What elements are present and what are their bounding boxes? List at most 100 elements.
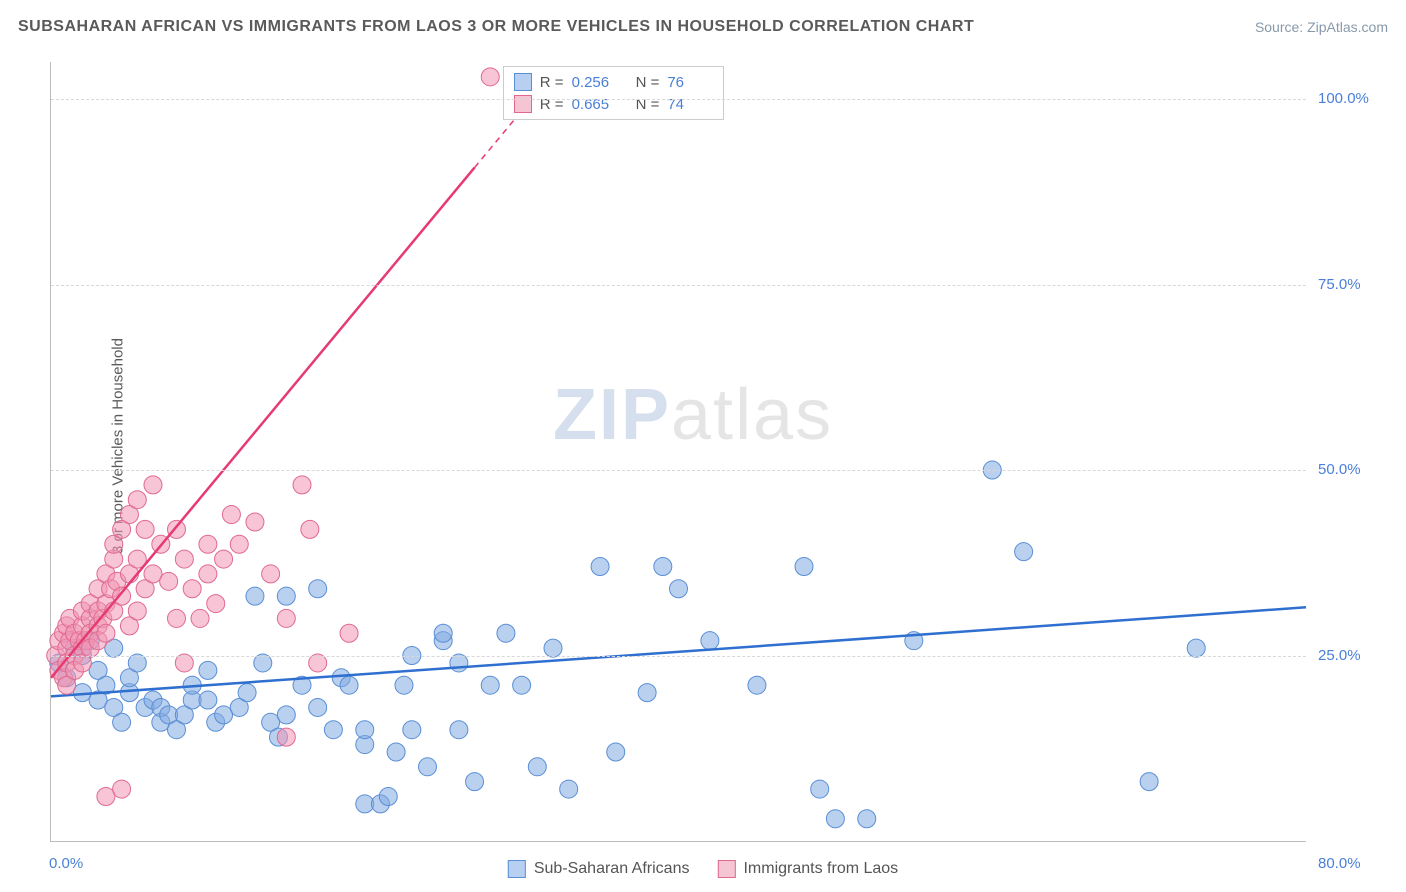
scatter-point xyxy=(481,676,499,694)
y-tick-label: 50.0% xyxy=(1318,461,1361,478)
scatter-point xyxy=(309,654,327,672)
scatter-point xyxy=(1187,639,1205,657)
scatter-point xyxy=(144,476,162,494)
scatter-point xyxy=(277,728,295,746)
scatter-point xyxy=(175,550,193,568)
scatter-point xyxy=(701,632,719,650)
chart-source: Source: ZipAtlas.com xyxy=(1255,19,1388,35)
scatter-point xyxy=(670,580,688,598)
legend-swatch xyxy=(717,860,735,878)
scatter-point xyxy=(199,661,217,679)
scatter-point xyxy=(544,639,562,657)
legend-swatch xyxy=(514,95,532,113)
plot-area: ZIPatlas R =0.256N =76R =0.665N =74 25.0… xyxy=(50,62,1306,842)
scatter-point xyxy=(811,780,829,798)
scatter-point xyxy=(97,787,115,805)
scatter-point xyxy=(638,684,656,702)
scatter-point xyxy=(199,565,217,583)
scatter-point xyxy=(340,624,358,642)
scatter-point xyxy=(497,624,515,642)
scatter-point xyxy=(309,698,327,716)
scatter-point xyxy=(246,587,264,605)
stats-legend-row: R = 0.256 N = 76 xyxy=(514,71,714,93)
stats-legend: R = 0.256 N = 76 R = 0.665 N = 74 xyxy=(503,66,725,120)
scatter-point xyxy=(207,595,225,613)
scatter-point xyxy=(450,654,468,672)
gridline xyxy=(51,656,1306,657)
scatter-point xyxy=(1015,543,1033,561)
legend-item: Sub-Saharan Africans xyxy=(508,860,690,878)
r-value: 0.665 xyxy=(572,96,618,113)
scatter-point xyxy=(591,557,609,575)
r-label: R = xyxy=(540,74,564,91)
n-value: 76 xyxy=(667,74,713,91)
legend-label: Sub-Saharan Africans xyxy=(534,860,690,878)
y-tick-label: 25.0% xyxy=(1318,647,1361,664)
scatter-point xyxy=(309,580,327,598)
chart-title: SUBSAHARAN AFRICAN VS IMMIGRANTS FROM LA… xyxy=(18,18,974,36)
scatter-point xyxy=(528,758,546,776)
scatter-point xyxy=(175,654,193,672)
legend-label: Immigrants from Laos xyxy=(743,860,898,878)
scatter-point xyxy=(301,520,319,538)
scatter-point xyxy=(607,743,625,761)
scatter-point xyxy=(199,535,217,553)
scatter-point xyxy=(128,602,146,620)
legend-swatch xyxy=(514,73,532,91)
scatter-point xyxy=(254,654,272,672)
scatter-point xyxy=(199,691,217,709)
scatter-point xyxy=(450,721,468,739)
fit-line xyxy=(51,607,1306,696)
r-value: 0.256 xyxy=(572,74,618,91)
scatter-point xyxy=(277,609,295,627)
scatter-point xyxy=(560,780,578,798)
scatter-point xyxy=(160,572,178,590)
bottom-legend: Sub-Saharan Africans Immigrants from Laos xyxy=(508,860,898,878)
y-tick-label: 75.0% xyxy=(1318,276,1361,293)
scatter-point xyxy=(215,550,233,568)
gridline xyxy=(51,470,1306,471)
scatter-point xyxy=(277,706,295,724)
scatter-point xyxy=(191,609,209,627)
scatter-point xyxy=(387,743,405,761)
scatter-point xyxy=(513,676,531,694)
scatter-point xyxy=(168,609,186,627)
scatter-point xyxy=(183,580,201,598)
legend-item: Immigrants from Laos xyxy=(717,860,898,878)
scatter-point xyxy=(434,624,452,642)
r-label: R = xyxy=(540,96,564,113)
n-label: N = xyxy=(636,96,660,113)
scatter-point xyxy=(238,684,256,702)
scatter-point xyxy=(128,654,146,672)
scatter-point xyxy=(340,676,358,694)
scatter-point xyxy=(481,68,499,86)
scatter-point xyxy=(748,676,766,694)
gridline xyxy=(51,99,1306,100)
scatter-point xyxy=(222,506,240,524)
y-tick-label: 100.0% xyxy=(1318,90,1369,107)
x-tick-label: 0.0% xyxy=(49,855,83,872)
scatter-point xyxy=(293,476,311,494)
scatter-point xyxy=(654,557,672,575)
scatter-point xyxy=(97,624,115,642)
scatter-point xyxy=(826,810,844,828)
legend-swatch xyxy=(508,860,526,878)
n-label: N = xyxy=(636,74,660,91)
scatter-point xyxy=(324,721,342,739)
scatter-point xyxy=(466,773,484,791)
scatter-point xyxy=(113,713,131,731)
n-value: 74 xyxy=(667,96,713,113)
scatter-point xyxy=(128,491,146,509)
scatter-point xyxy=(113,587,131,605)
scatter-point xyxy=(403,721,421,739)
scatter-point xyxy=(262,565,280,583)
scatter-point xyxy=(379,787,397,805)
scatter-point xyxy=(136,520,154,538)
scatter-point xyxy=(419,758,437,776)
scatter-point xyxy=(356,721,374,739)
x-tick-label: 80.0% xyxy=(1318,855,1361,872)
plot-svg xyxy=(51,62,1306,841)
scatter-point xyxy=(277,587,295,605)
scatter-point xyxy=(795,557,813,575)
scatter-point xyxy=(246,513,264,531)
